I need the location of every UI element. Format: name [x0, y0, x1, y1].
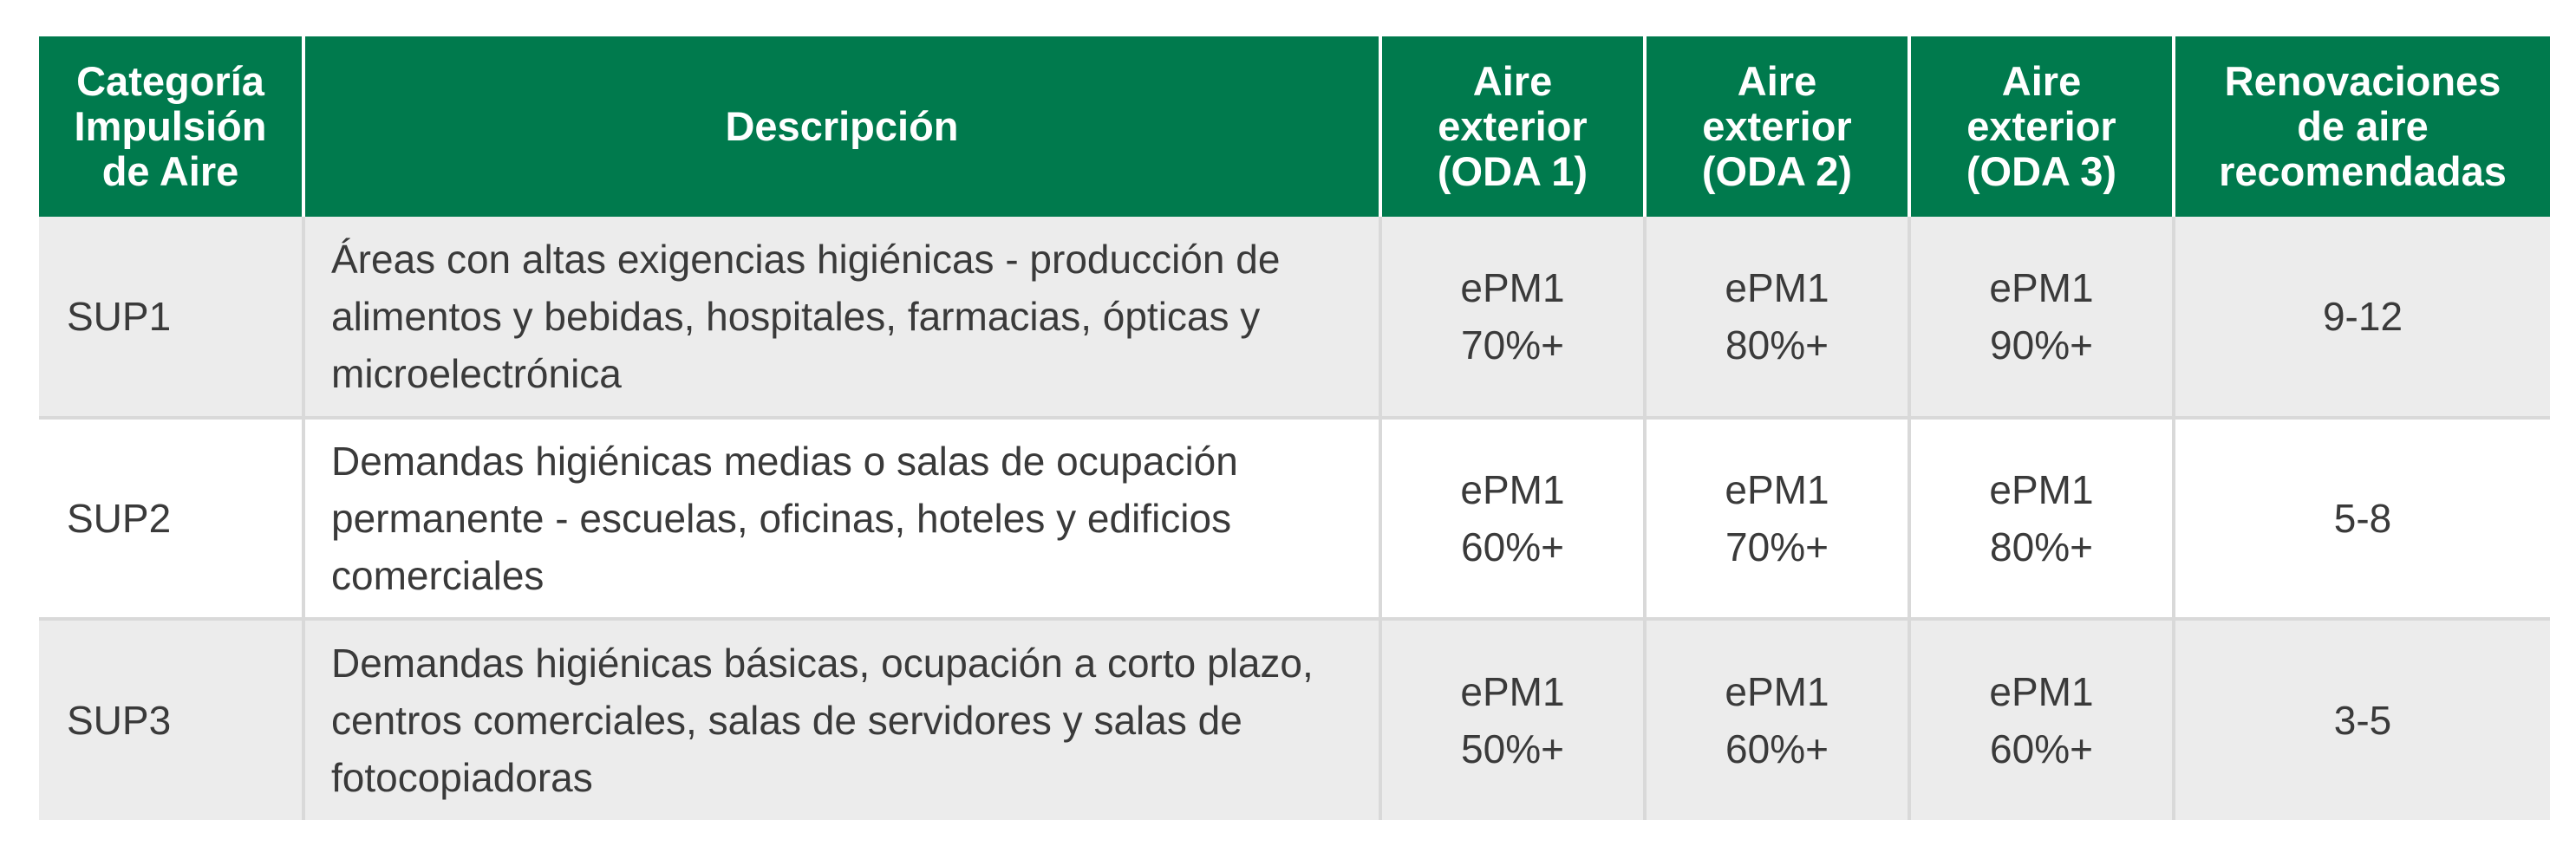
category-cell: SUP2: [39, 418, 305, 621]
description-cell: Demandas higiénicas básicas, ocupación a…: [303, 619, 1382, 820]
oda3-cell: ePM1 80%+: [1909, 418, 2175, 621]
table-row-sup1: SUP1 Áreas con altas exigencias higiénic…: [39, 217, 2550, 420]
header-oda2: Aire exterior (ODA 2): [1645, 36, 1911, 217]
category-cell: SUP3: [39, 619, 305, 820]
table-header-row: Categoría Impulsión de Aire Descripción …: [39, 36, 2550, 217]
oda2-cell: ePM1 80%+: [1645, 217, 1911, 420]
oda3-cell: ePM1 90%+: [1909, 217, 2175, 420]
renovaciones-cell: 9-12: [2174, 217, 2550, 420]
oda2-cell: ePM1 60%+: [1645, 619, 1911, 820]
filter-table-container: Categoría Impulsión de Aire Descripción …: [39, 36, 2550, 820]
header-descripcion: Descripción: [303, 36, 1382, 217]
header-oda3: Aire exterior (ODA 3): [1909, 36, 2175, 217]
header-oda1: Aire exterior (ODA 1): [1380, 36, 1647, 217]
oda2-cell: ePM1 70%+: [1645, 418, 1911, 621]
header-renovaciones: Renovaciones de aire recomendadas: [2174, 36, 2550, 217]
description-cell: Demandas higiénicas medias o salas de oc…: [303, 418, 1382, 621]
header-categoria: Categoría Impulsión de Aire: [39, 36, 305, 217]
category-cell: SUP1: [39, 217, 305, 420]
table-row-sup3: SUP3 Demandas higiénicas básicas, ocupac…: [39, 619, 2550, 820]
table-row-sup2: SUP2 Demandas higiénicas medias o salas …: [39, 418, 2550, 621]
oda1-cell: ePM1 50%+: [1380, 619, 1647, 820]
renovaciones-cell: 5-8: [2174, 418, 2550, 621]
oda1-cell: ePM1 60%+: [1380, 418, 1647, 621]
oda1-cell: ePM1 70%+: [1380, 217, 1647, 420]
description-cell: Áreas con altas exigencias higiénicas - …: [303, 217, 1382, 420]
oda3-cell: ePM1 60%+: [1909, 619, 2175, 820]
renovaciones-cell: 3-5: [2174, 619, 2550, 820]
filter-classification-table: Categoría Impulsión de Aire Descripción …: [39, 36, 2550, 820]
